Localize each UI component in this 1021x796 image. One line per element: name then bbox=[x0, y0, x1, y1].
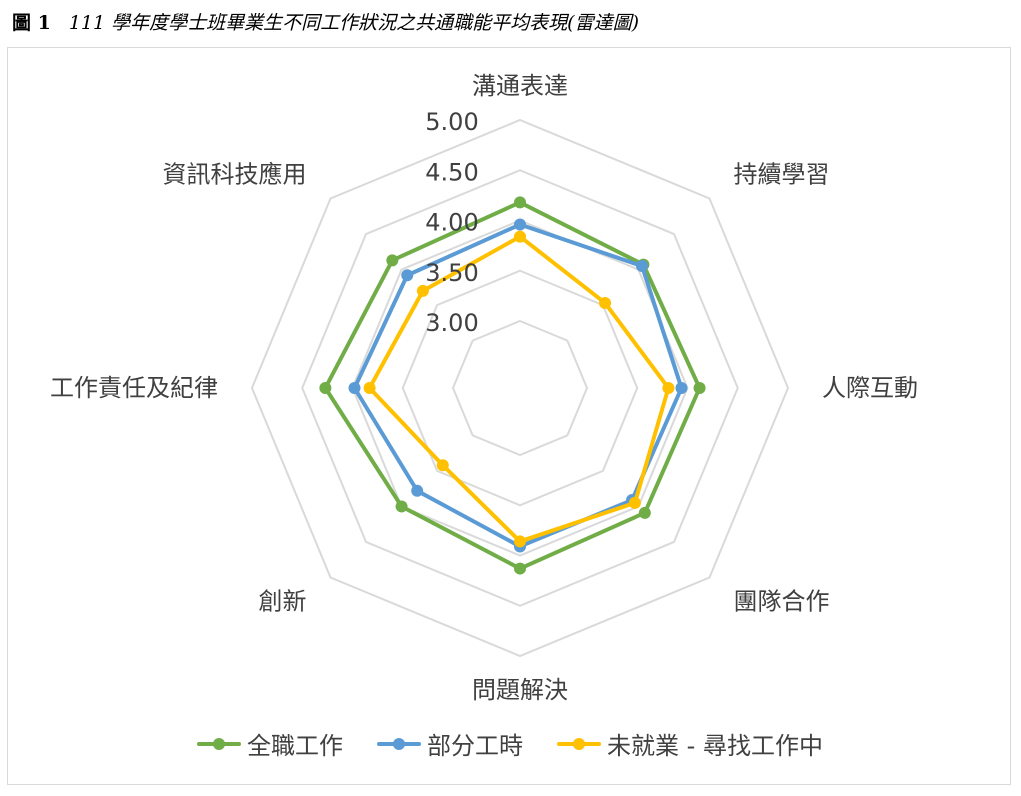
series-1-point-5 bbox=[411, 484, 424, 497]
axis-label-2: 人際互動 bbox=[822, 374, 918, 402]
axis-label-0: 溝通表達 bbox=[472, 72, 568, 100]
grid-ring-1 bbox=[401, 269, 639, 507]
series-0-point-7 bbox=[386, 254, 399, 267]
figure-caption: 圖 1 111 學年度學士班畢業生不同工作狀況之共通職能平均表現(雷達圖) bbox=[12, 8, 639, 35]
grid-ring-3 bbox=[301, 169, 739, 607]
series-2-point-1 bbox=[599, 296, 612, 309]
series-2-point-4 bbox=[514, 535, 526, 548]
legend-label-1: 部分工時 bbox=[427, 732, 524, 760]
axis-label-3: 團隊合作 bbox=[734, 588, 830, 616]
series-1-point-7 bbox=[401, 269, 414, 282]
series-0-point-0 bbox=[514, 196, 526, 209]
legend-label-0: 全職工作 bbox=[247, 732, 344, 760]
grid-ring-0 bbox=[451, 319, 589, 457]
axis-label-7: 資訊科技應用 bbox=[162, 160, 306, 188]
series-1-point-0 bbox=[514, 218, 526, 231]
series-0-point-5 bbox=[395, 500, 408, 513]
radar-series bbox=[319, 196, 706, 575]
series-2-point-6 bbox=[363, 382, 376, 394]
series-2-point-7 bbox=[416, 284, 429, 297]
legend-item-0: 全職工作 bbox=[197, 726, 343, 761]
tick-label-2: 4.00 bbox=[425, 209, 478, 237]
tick-label-0: 3.00 bbox=[425, 309, 478, 337]
axis-label-1: 持續學習 bbox=[734, 160, 830, 188]
tick-label-1: 3.50 bbox=[425, 259, 478, 287]
series-0-point-2 bbox=[693, 382, 706, 394]
series-2-point-2 bbox=[662, 382, 675, 394]
legend-swatch-0 bbox=[197, 737, 242, 751]
series-1-point-6 bbox=[348, 382, 361, 394]
series-2-point-0 bbox=[514, 230, 526, 243]
axis-label-5: 創新 bbox=[258, 588, 306, 616]
legend-item-2: 未就業 - 尋找工作中 bbox=[557, 726, 823, 761]
series-0-point-4 bbox=[514, 562, 526, 575]
series-0 bbox=[319, 196, 706, 575]
figure-title: 111 學年度學士班畢業生不同工作狀況之共通職能平均表現(雷達圖) bbox=[68, 12, 639, 34]
figure-number: 圖 1 bbox=[12, 12, 51, 34]
series-0-point-6 bbox=[319, 382, 332, 394]
series-0-point-3 bbox=[638, 506, 651, 519]
series-1-point-2 bbox=[675, 382, 688, 394]
series-2 bbox=[363, 230, 675, 548]
chart-legend: 全職工作 部分工時 未就業 - 尋找工作中 bbox=[8, 726, 1012, 761]
series-2-point-5 bbox=[436, 459, 449, 472]
grid-ring-4 bbox=[250, 118, 790, 658]
tick-labels: 3.00 3.50 4.00 4.50 5.00 bbox=[425, 108, 478, 337]
tick-label-3: 4.50 bbox=[425, 158, 478, 186]
series-1-point-1 bbox=[635, 260, 648, 273]
axis-label-4: 問題解決 bbox=[472, 676, 568, 704]
legend-item-1: 部分工時 bbox=[377, 726, 523, 761]
series-2-point-3 bbox=[628, 496, 641, 509]
axis-label-6: 工作責任及紀律 bbox=[50, 374, 218, 402]
tick-label-4: 5.00 bbox=[425, 108, 478, 136]
legend-swatch-1 bbox=[377, 737, 422, 751]
legend-label-2: 未就業 - 尋找工作中 bbox=[607, 732, 823, 760]
legend-swatch-2 bbox=[557, 737, 602, 751]
chart-frame: 溝通表達持續學習人際互動團隊合作問題解決 創新 工作責任及紀律 資訊科技應用 3.00… bbox=[7, 47, 1011, 785]
